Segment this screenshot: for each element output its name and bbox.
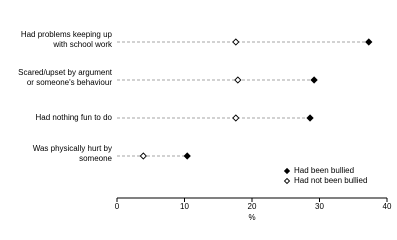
- category-label: or someone's behaviour: [27, 78, 112, 87]
- dot: [306, 114, 314, 122]
- category-label: with school work: [52, 40, 113, 49]
- category-label: Scared/upset by argument: [18, 68, 113, 77]
- category-label: Had nothing fun to do: [35, 113, 112, 122]
- category-label: Had problems keeping up: [21, 30, 113, 39]
- x-axis-label: %: [248, 213, 255, 222]
- legend-label: Had been bullied: [294, 166, 354, 175]
- legend-marker: [283, 177, 291, 185]
- legend-marker: [283, 167, 291, 175]
- x-tick-label: 0: [115, 202, 120, 211]
- dot: [139, 152, 147, 160]
- x-tick-label: 30: [315, 202, 324, 211]
- x-tick-label: 40: [383, 202, 392, 211]
- dot: [310, 76, 318, 84]
- x-tick-label: 10: [180, 202, 189, 211]
- x-tick-label: 20: [248, 202, 257, 211]
- dot: [183, 152, 191, 160]
- category-label: someone: [79, 154, 112, 163]
- dot: [232, 114, 240, 122]
- dot: [232, 38, 240, 46]
- dot: [234, 76, 242, 84]
- dot: [365, 38, 373, 46]
- legend-label: Had not been bullied: [294, 176, 367, 185]
- category-label: Was physically hurt by: [33, 144, 112, 153]
